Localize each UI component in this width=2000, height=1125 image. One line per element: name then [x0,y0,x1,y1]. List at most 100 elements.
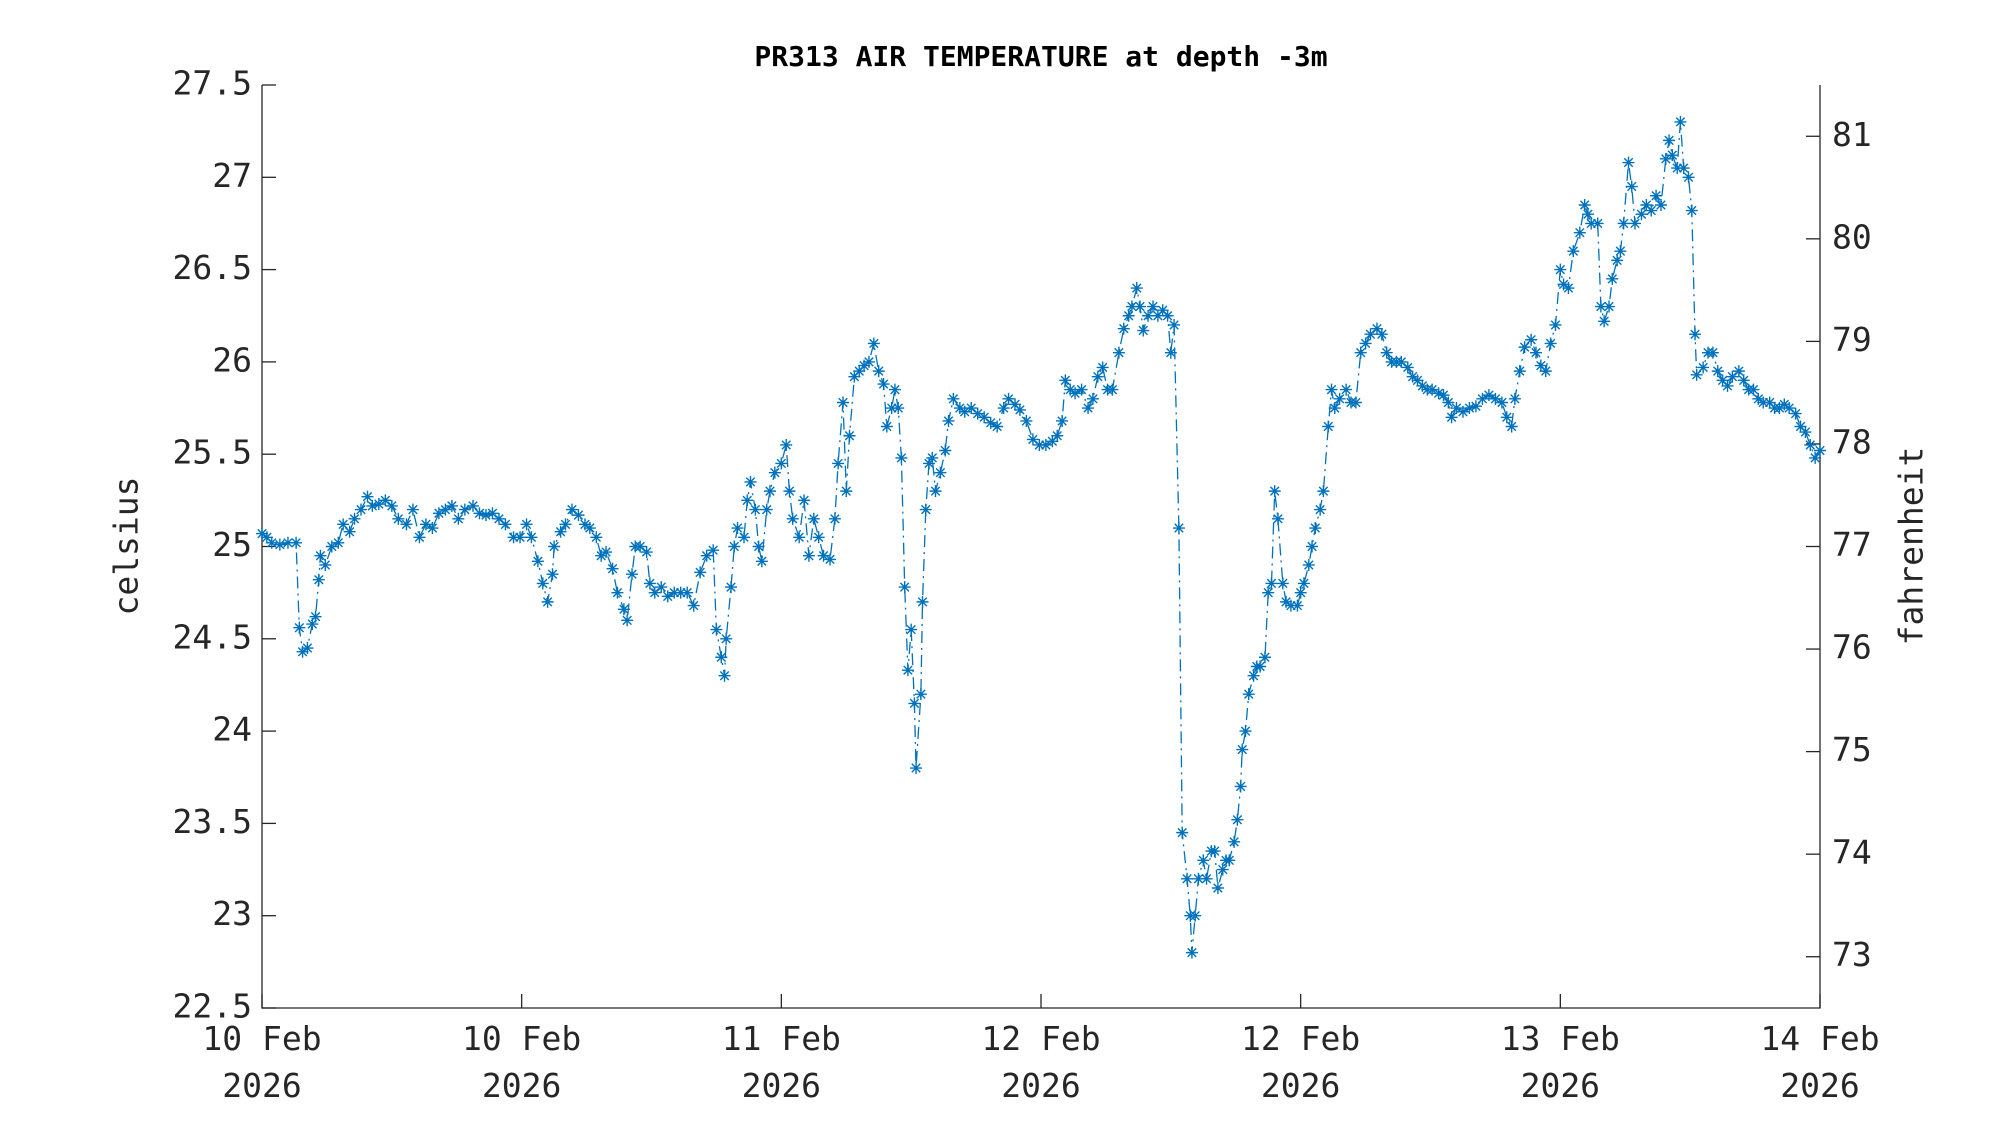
data-point [1176,826,1189,839]
data-point [1069,387,1082,400]
data-point [499,518,512,531]
data-point [738,531,751,544]
data-point [1117,322,1130,335]
data-point [807,512,820,525]
data-point [1051,429,1064,442]
data-point [749,503,762,516]
data-point [725,581,738,594]
data-point [1185,946,1198,959]
data-point [1763,396,1776,409]
data-point [971,407,984,420]
data-point [314,549,327,562]
data-point [1518,341,1531,354]
data-point [1401,361,1414,374]
data-point [1508,392,1521,405]
data-point [908,697,921,710]
data-point [1328,402,1341,415]
y-axis-label: celsius [107,476,146,615]
data-point [648,586,661,599]
data-point [914,688,927,701]
y-tick-label: 27 [212,156,252,195]
data-point [1349,396,1362,409]
y2-tick-label: 80 [1832,217,1872,256]
data-point [1302,558,1315,571]
data-point [1317,485,1330,498]
x-tick-label: 14 Feb 2026 [1760,1019,1879,1105]
data-point [600,546,613,559]
data-point [752,540,765,553]
data-point [1189,909,1202,922]
data-point [1578,198,1591,211]
data-point [1557,278,1570,291]
data-point [1432,387,1445,400]
data-point [1445,411,1458,424]
data-point [312,573,325,586]
y2-tick-label: 76 [1832,628,1872,667]
data-point [419,518,432,531]
data-point [793,531,806,544]
data-point [1645,204,1658,217]
data-point [578,518,591,531]
data-point [337,518,350,531]
data-point [1752,392,1765,405]
data-point [1306,540,1319,553]
data-point [1682,171,1695,184]
data-point [1666,149,1679,162]
data-point [1223,854,1236,867]
data-point [265,536,278,549]
data-point [1726,370,1739,383]
data-point [1463,402,1476,415]
x-tick-label: 13 Feb 2026 [1501,1019,1620,1105]
data-point [1125,300,1138,313]
data-point [1732,365,1745,378]
data-point [1495,396,1508,409]
data-point [1489,392,1502,405]
y-tick-label: 23.5 [173,802,252,841]
data-point [1091,370,1104,383]
data-point [1228,835,1241,848]
data-point [1663,134,1676,147]
data-point [1794,420,1807,433]
data-point [694,566,707,579]
data-point [1549,318,1562,331]
data-point [872,365,885,378]
data-point [1340,383,1353,396]
data-point [1456,405,1469,418]
data-point [1280,595,1293,608]
data-point [718,669,731,682]
data-point [1137,324,1150,337]
data-point [1469,400,1482,413]
data-point [1112,346,1125,359]
data-point [812,531,825,544]
data-point [1208,845,1221,858]
data-point [1671,162,1684,175]
data-point [1134,300,1146,313]
data-point [824,553,837,566]
data-point [1442,396,1455,409]
data-point [898,581,911,594]
data-point [1611,254,1624,267]
data-point [325,540,338,553]
data-point [1659,152,1672,165]
data-point [1534,359,1547,372]
data-point [1757,396,1770,409]
data-point [1711,365,1724,378]
data-point [1231,813,1244,826]
y2-tick-label: 75 [1832,730,1872,769]
data-point [1529,346,1542,359]
data-point [531,555,544,568]
data-point [731,522,744,535]
data-point [309,610,322,623]
data-point [853,365,866,378]
data-point [828,512,841,525]
data-point [1747,383,1760,396]
data-point [1622,156,1635,169]
data-point [1046,435,1059,448]
x-tick-label: 12 Feb 2026 [1241,1019,1360,1105]
data-point [1242,688,1255,701]
data-point [1375,328,1388,341]
data-point [1086,392,1099,405]
data-point [783,485,796,498]
data-point [947,392,960,405]
